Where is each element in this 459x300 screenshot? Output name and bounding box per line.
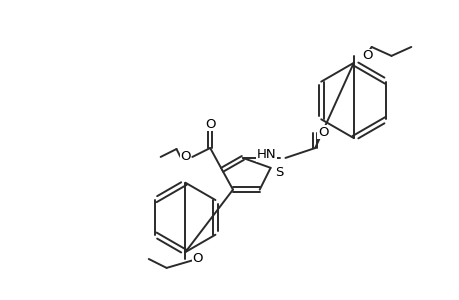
Text: O: O: [361, 50, 371, 62]
Text: O: O: [180, 150, 190, 164]
Text: O: O: [192, 253, 202, 266]
Text: S: S: [275, 166, 283, 179]
Text: O: O: [205, 118, 215, 131]
Text: O: O: [317, 126, 328, 139]
Text: HN: HN: [257, 148, 276, 161]
